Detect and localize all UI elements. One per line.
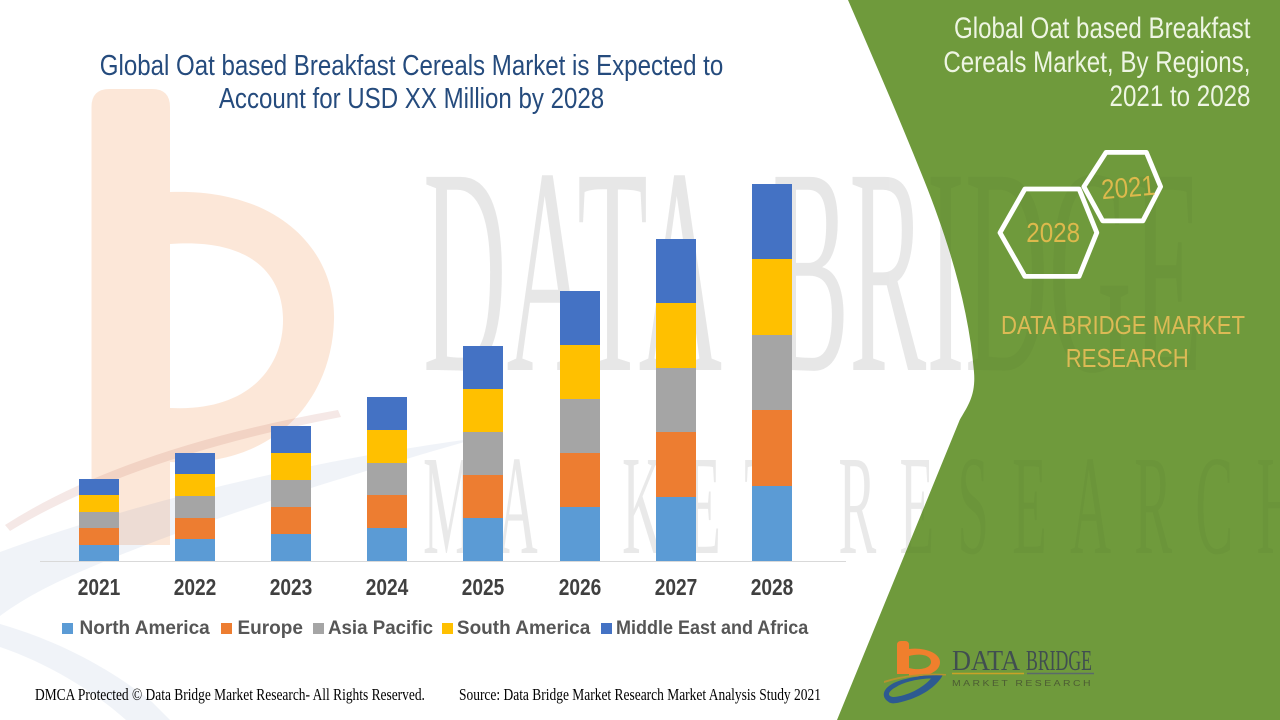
svg-text:DATA: DATA bbox=[952, 646, 1021, 677]
svg-text:MARKET RESEARCH: MARKET RESEARCH bbox=[952, 678, 1093, 688]
svg-text:BRIDGE: BRIDGE bbox=[1026, 646, 1092, 677]
